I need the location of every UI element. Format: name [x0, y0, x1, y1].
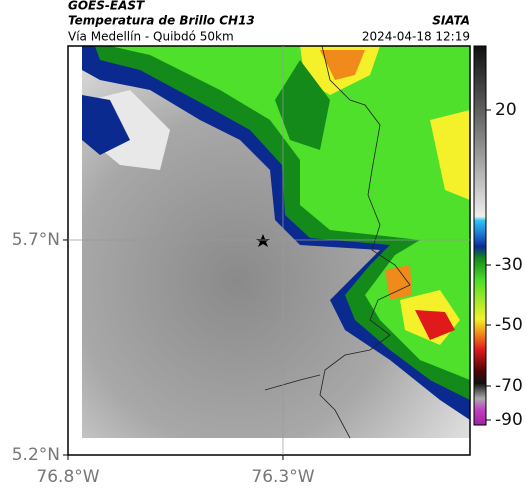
x-tick-label: 76.3°W	[251, 467, 314, 487]
colorbar-tick-label: -90	[495, 410, 523, 430]
y-tick-label: 5.7°N	[12, 230, 60, 250]
source: GOES-EAST	[68, 0, 145, 13]
borders	[264, 45, 411, 439]
timestamp: 2024-04-18 12:19	[362, 30, 470, 44]
colorbar-tick-label: -30	[495, 255, 523, 275]
colorbar	[473, 45, 487, 426]
satellite-image	[82, 46, 470, 438]
org: SIATA	[432, 14, 470, 28]
product: Temperatura de Brillo CH13	[68, 14, 255, 28]
map-frame	[67, 45, 471, 456]
colorbar-tick-label: 20	[495, 100, 517, 120]
route: Vía Medellín - Quibdó 50km	[68, 30, 234, 44]
colorbar-tick-label: -70	[495, 376, 523, 396]
colorbar-tick-label: -50	[495, 315, 523, 335]
y-tick-label: 5.2°N	[12, 445, 60, 465]
city-marker	[256, 234, 270, 247]
x-tick-label: 76.8°W	[36, 467, 99, 487]
